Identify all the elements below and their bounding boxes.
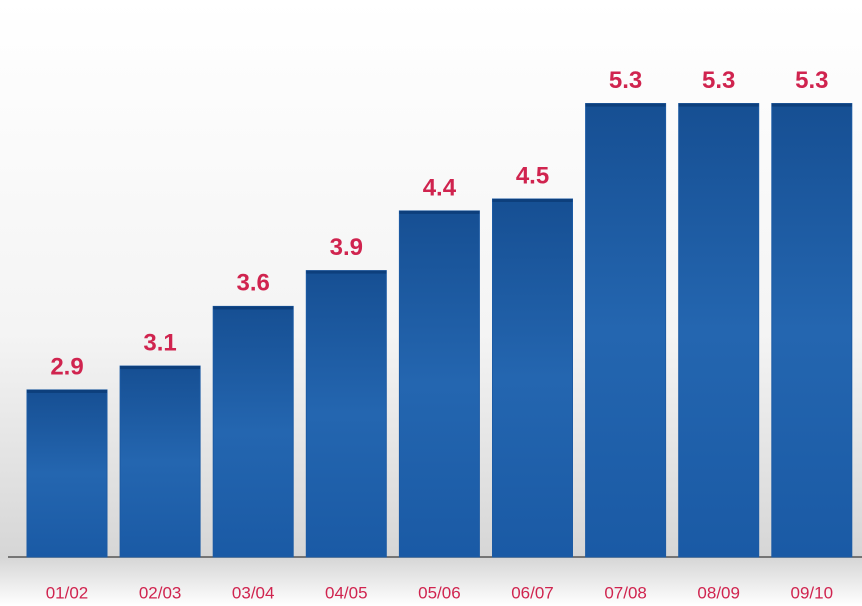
x-tick-label: 09/10 — [791, 583, 834, 602]
bar — [678, 103, 760, 558]
x-tick-label: 02/03 — [139, 583, 182, 602]
x-tick-label: 04/05 — [325, 583, 368, 602]
value-label: 3.9 — [330, 234, 363, 261]
bar-top — [492, 199, 573, 202]
bar-top — [27, 389, 107, 393]
value-label: 5.3 — [795, 67, 828, 94]
x-tick-label: 05/06 — [418, 583, 461, 602]
bar-top — [213, 306, 294, 310]
value-label: 5.3 — [609, 67, 642, 94]
bar — [119, 365, 201, 558]
bar-top — [399, 210, 480, 214]
bar-top — [585, 103, 666, 107]
bar-top — [306, 270, 387, 274]
x-tick-label: 06/07 — [511, 583, 554, 602]
bar-top — [678, 103, 759, 107]
value-label: 3.1 — [143, 329, 176, 356]
value-label: 4.5 — [516, 162, 549, 189]
value-label: 4.4 — [423, 174, 457, 201]
bar — [305, 270, 387, 558]
bar-top — [120, 366, 201, 370]
bar — [585, 103, 667, 558]
bar — [771, 103, 853, 558]
x-tick-label: 07/08 — [604, 583, 647, 602]
bar — [212, 305, 294, 558]
value-label: 2.9 — [50, 353, 83, 380]
value-label: 3.6 — [237, 270, 270, 297]
x-tick-label: 08/09 — [697, 583, 740, 602]
x-tick-label: 03/04 — [232, 583, 275, 602]
value-label: 5.3 — [702, 67, 735, 94]
bar — [398, 210, 480, 558]
bar-top — [771, 103, 852, 107]
bar — [492, 198, 573, 558]
x-tick-label: 01/02 — [46, 583, 89, 602]
bar — [26, 389, 108, 558]
